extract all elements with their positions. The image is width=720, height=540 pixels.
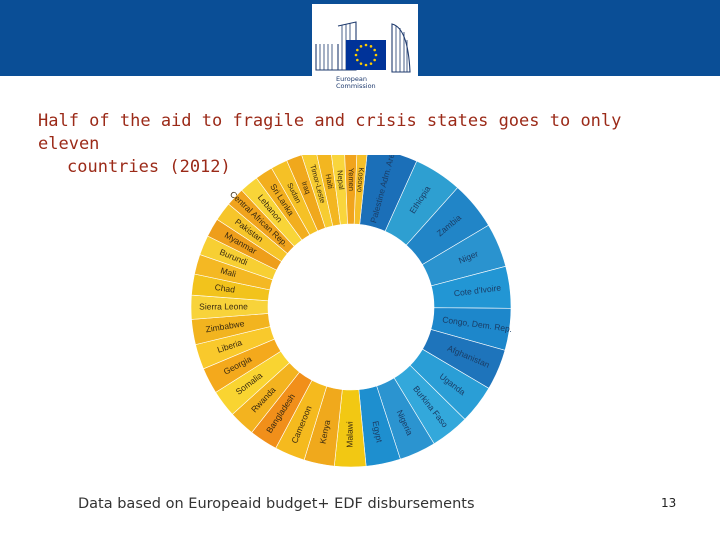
eu-star (356, 48, 359, 52)
donut-chart: Palestine Adm. Areas EthiopiaZambiaNigerC… (190, 155, 513, 468)
slice-label: Mali (220, 265, 238, 279)
page-number: 13 (661, 496, 677, 510)
slice-label: Malawi (345, 421, 355, 448)
eu-star (364, 63, 368, 67)
eu-star (373, 58, 376, 62)
eu-star (369, 45, 373, 48)
eu-star (356, 58, 359, 62)
slice-label: Chad (214, 282, 236, 295)
european-commission-logo (312, 4, 418, 96)
title-line-1: Half of the aid to fragile and crisis st… (38, 111, 622, 154)
eu-star (374, 53, 378, 57)
slice-label: Nepal (335, 170, 346, 191)
commission-building-icon (315, 21, 411, 73)
donut-slice (353, 155, 368, 225)
title-line-2: countries (2012) (67, 157, 231, 177)
eu-star (359, 45, 363, 48)
eu-star (359, 62, 363, 65)
slice-label: Sierra Leone (199, 301, 248, 311)
logo-line: Commission (336, 82, 376, 90)
slice-label: Haiti (324, 173, 336, 190)
slice-label: Iraq (300, 180, 313, 195)
footer-note: Data based on Europeaid budget+ EDF disb… (78, 496, 475, 512)
slice-label: Kenya (317, 419, 332, 445)
eu-star (373, 48, 376, 52)
commission-logo-text: European Commission (336, 76, 376, 90)
eu-star (369, 62, 373, 65)
eu-star (354, 53, 358, 57)
logo-line: European (336, 75, 367, 83)
slice-label: Kosovo (355, 167, 366, 193)
eu-star (364, 43, 368, 47)
slice-label: Yemen (347, 168, 356, 191)
slice-label: Egypt (370, 420, 384, 444)
slide-title: Half of the aid to fragile and crisis st… (38, 110, 678, 179)
eu-stars (354, 43, 378, 67)
